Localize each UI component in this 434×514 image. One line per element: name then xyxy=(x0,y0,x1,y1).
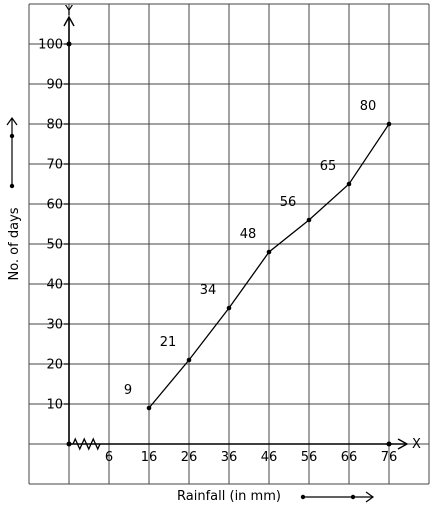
x-axis-letter: X xyxy=(412,437,421,452)
y-tick-label: 50 xyxy=(46,238,63,253)
data-label: 9 xyxy=(124,383,132,398)
data-point xyxy=(186,357,192,363)
y-tick-label: 10 xyxy=(46,398,63,413)
x-axis-arrowhead xyxy=(397,438,409,450)
data-point xyxy=(226,305,232,311)
x-tick-label: 6 xyxy=(105,450,113,465)
y-title-arrow-dot xyxy=(9,183,15,189)
data-point xyxy=(146,405,152,411)
y-title-arrow-dot xyxy=(9,133,15,139)
y-tick-label: 90 xyxy=(46,78,63,93)
y-axis-letter: Y xyxy=(64,4,73,19)
x-tick-label: 26 xyxy=(181,450,198,465)
data-point xyxy=(266,249,272,255)
data-label: 21 xyxy=(160,335,177,350)
y-tick-label: 60 xyxy=(46,198,63,213)
x-tick-label: 46 xyxy=(261,450,278,465)
x-title-arrow-dot xyxy=(350,494,356,500)
data-point xyxy=(386,121,392,127)
y-axis-title: No. of days xyxy=(7,207,22,280)
y-title-arrowhead xyxy=(6,116,18,126)
x-axis-end-point xyxy=(386,441,392,447)
origin-point xyxy=(66,441,72,447)
y-tick-label: 20 xyxy=(46,358,63,373)
y-tick-label: 30 xyxy=(46,318,63,333)
x-tick-label: 56 xyxy=(301,450,318,465)
y-tick-label: 80 xyxy=(46,118,63,133)
x-title-arrowhead xyxy=(365,491,375,503)
data-label: 65 xyxy=(320,159,337,174)
x-tick-label: 66 xyxy=(341,450,358,465)
axis-break-zigzag xyxy=(72,437,101,451)
data-label: 34 xyxy=(200,283,217,298)
x-tick-label: 16 xyxy=(141,450,158,465)
y-tick-label: 40 xyxy=(46,278,63,293)
x-title-arrow-dot xyxy=(300,494,306,500)
data-label: 56 xyxy=(280,195,297,210)
data-label: 80 xyxy=(360,99,377,114)
y-axis-arrowhead xyxy=(63,15,75,27)
y-tick-label: 100 xyxy=(38,38,63,53)
x-tick-label: 76 xyxy=(381,450,398,465)
y-tick-label: 70 xyxy=(46,158,63,173)
data-label: 48 xyxy=(240,227,257,242)
data-point xyxy=(346,181,352,187)
x-axis-title: Rainfall (in mm) xyxy=(177,489,281,504)
data-point xyxy=(306,217,312,223)
x-tick-label: 36 xyxy=(221,450,238,465)
